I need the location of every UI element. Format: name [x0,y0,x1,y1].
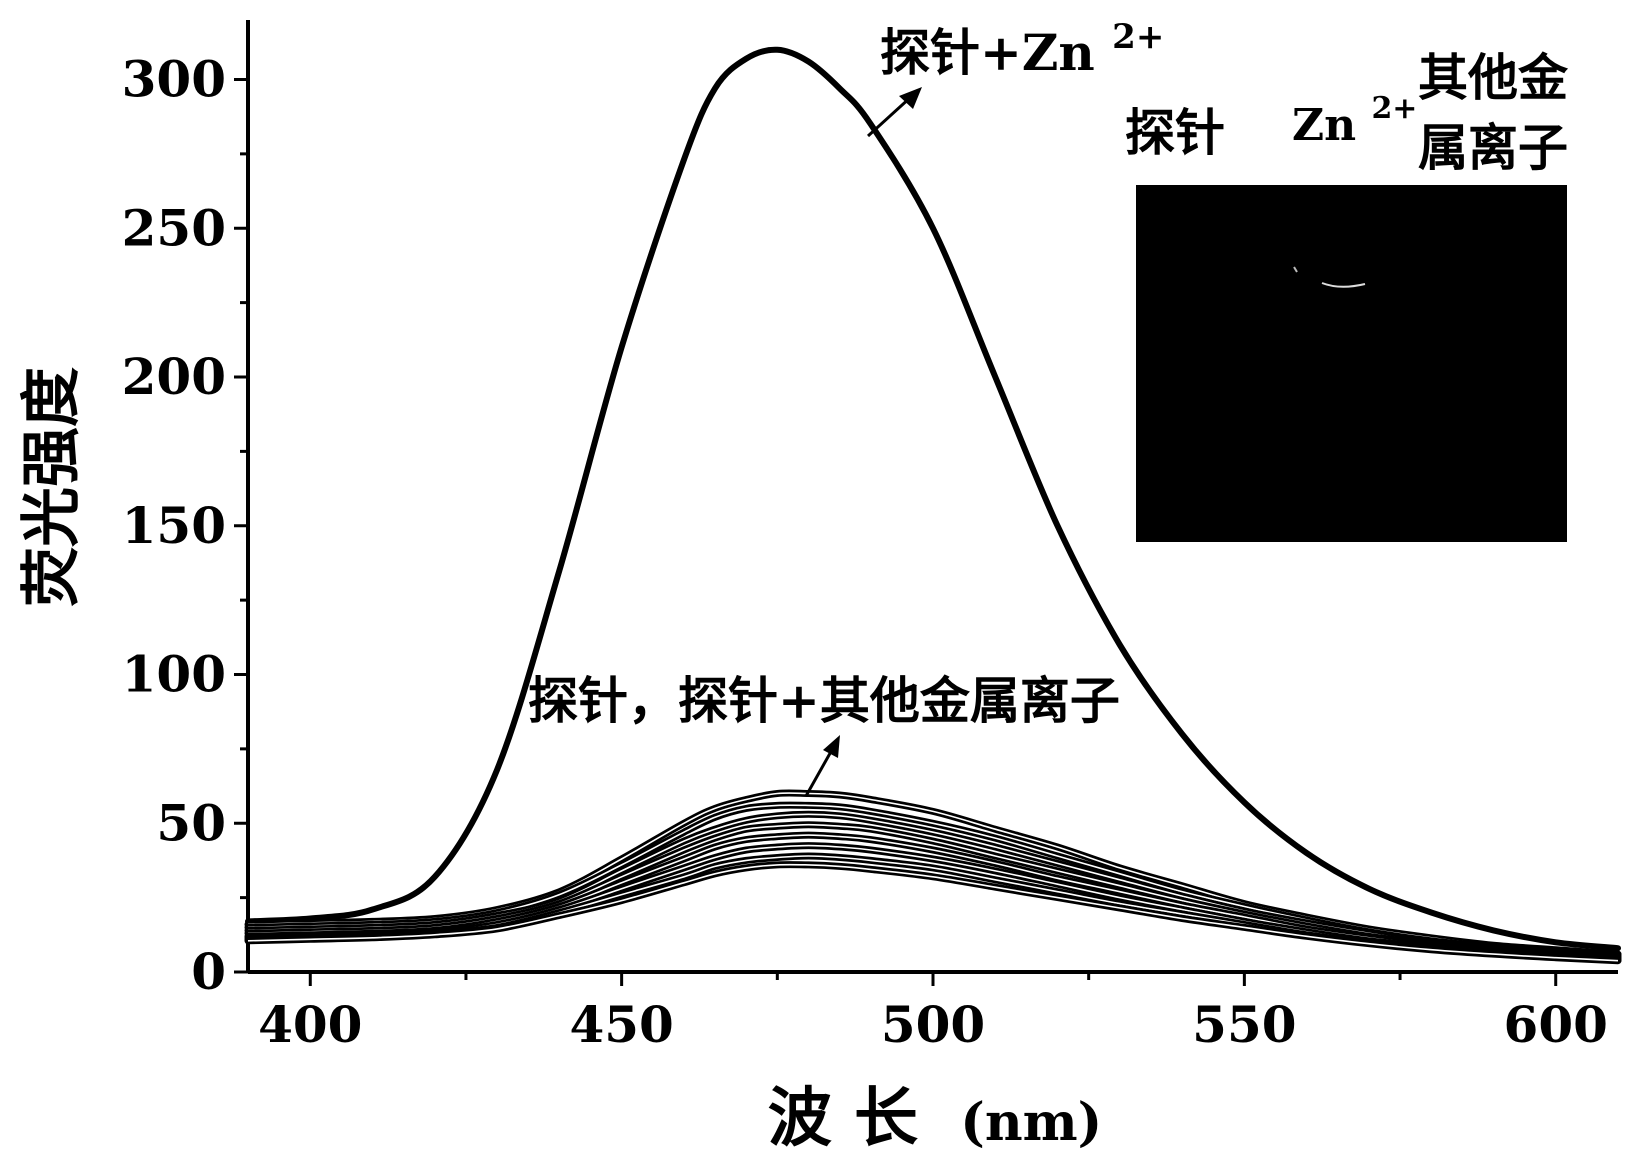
y-tick-label: 300 [122,50,226,109]
annotation-probe-others-arrow [804,735,840,797]
x-tick-label: 550 [1192,995,1296,1054]
inset-label-other-line1: 其他金 [1418,48,1569,107]
inset-label-zn-sup: 2+ [1371,91,1417,126]
inset-label-other-line2: 属离子 [1418,118,1568,177]
inset: 探针 Zn 2+ 其他金 属离子 [1125,48,1569,542]
series-group [244,46,1622,965]
x-tick-label: 450 [569,995,673,1054]
series-probe-zn [245,46,1621,952]
inset-label-zn: Zn 2+ [1292,91,1417,151]
inset-glow [1321,282,1366,288]
x-tick-label: 600 [1504,995,1608,1054]
annotation-probe-zn-sup: 2+ [1112,17,1164,57]
series-probe-other-6 [244,842,1622,963]
x-axis-title-cn: 波 长 [768,1081,918,1156]
x-tick-label: 400 [258,995,362,1054]
y-tick-label: 200 [122,347,226,406]
series-separator-8 [247,863,1619,962]
x-axis-title-unit: (nm) [960,1092,1102,1153]
y-tick-label: 0 [191,942,226,1001]
y-tick-label: 150 [122,496,226,555]
inset-glow-dot [1293,266,1298,273]
annotation-probe-zn: 探针+Zn 2+ [880,17,1164,82]
annotation-probe-zn-arrow [866,87,922,138]
ticks-group: 0 50 100 150 200 250 300 400 450 500 550 600 [122,50,1608,1055]
annotation-probe-others: 探针，探针+其他金属离子 [528,671,1120,730]
inset-label-zn-base: Zn [1292,100,1356,151]
y-tick-label: 50 [156,793,226,852]
x-tick-label: 500 [881,995,985,1054]
y-tick-label: 100 [122,645,226,704]
x-axis-title: 波 长 (nm) [768,1081,1103,1156]
y-tick-label: 250 [122,198,226,257]
inset-photo [1136,185,1567,542]
series-probe-other-8 [244,861,1622,965]
annotation-probe-zn-prefix: 探针+Zn [880,23,1095,82]
y-axis-title: 荧光强度 [17,367,87,607]
inset-label-probe: 探针 [1125,103,1225,162]
